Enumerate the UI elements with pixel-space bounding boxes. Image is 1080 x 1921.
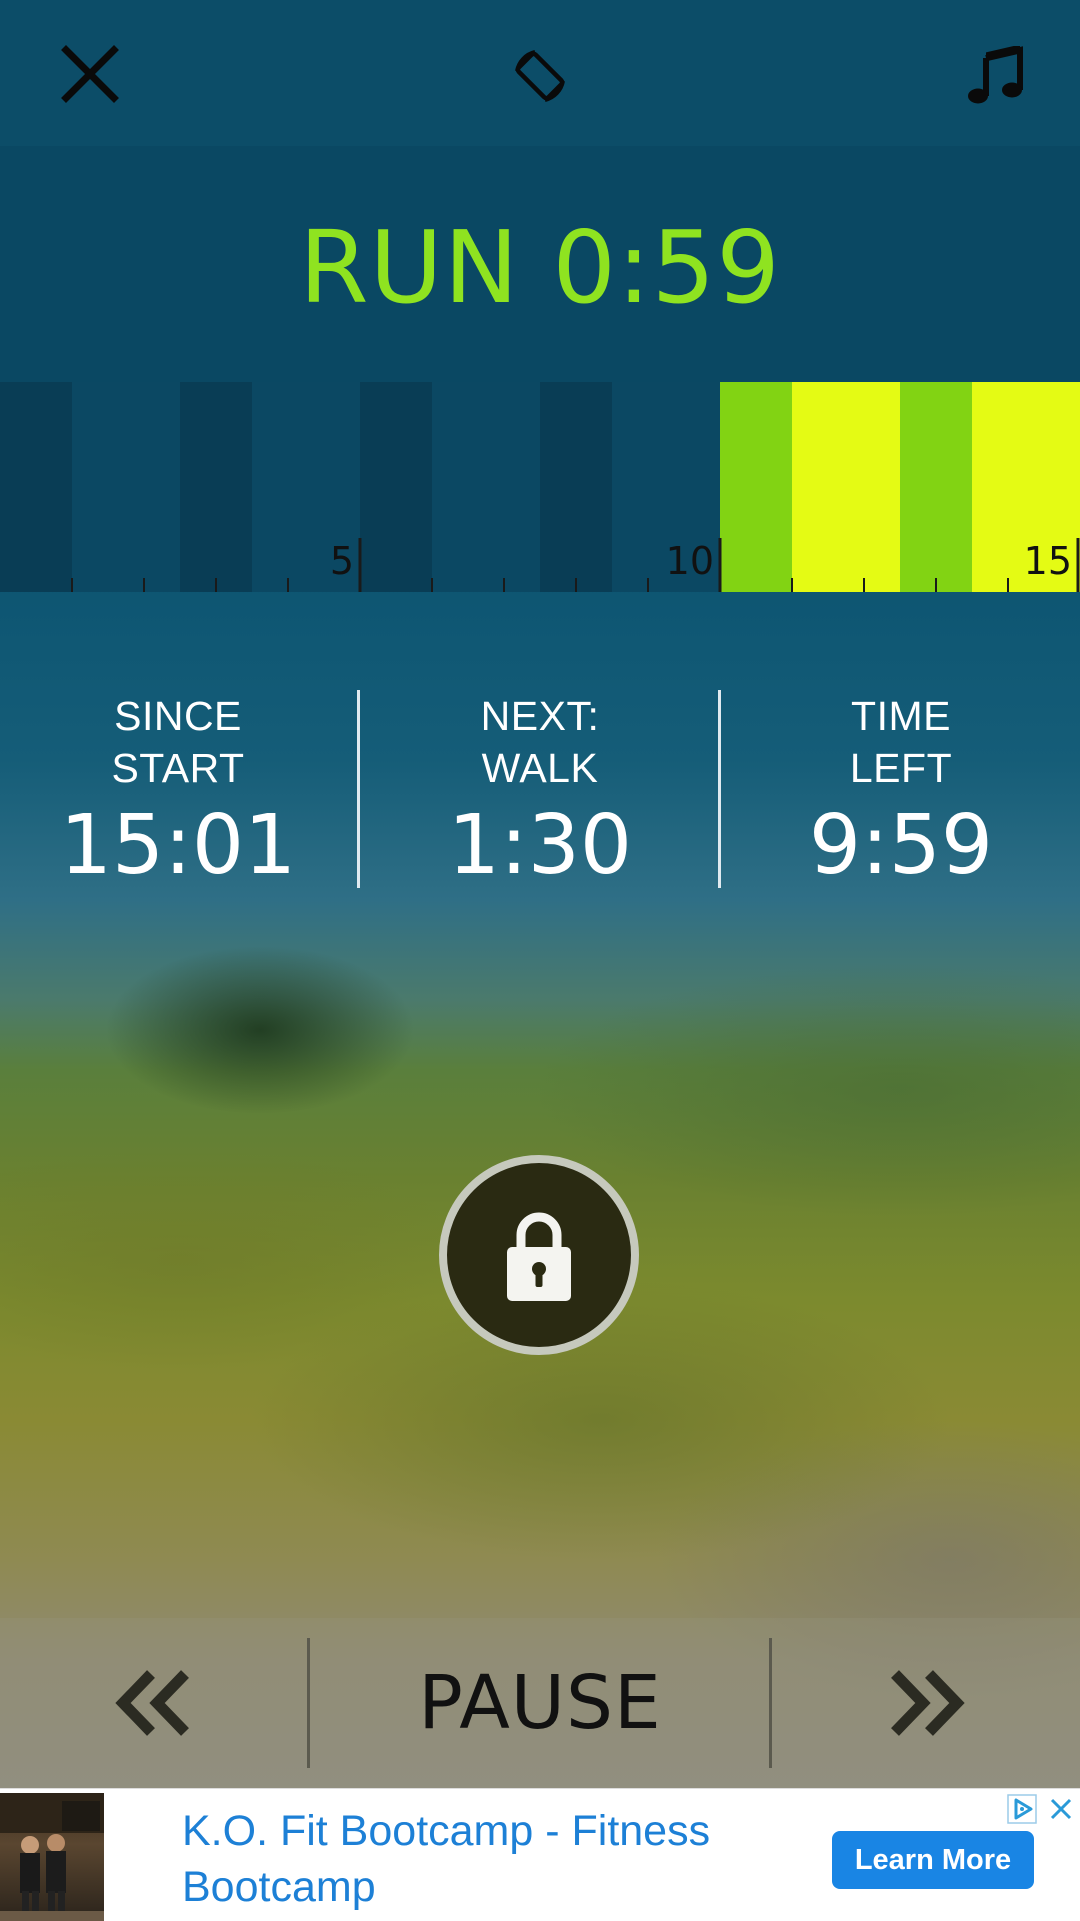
close-icon bbox=[61, 45, 119, 103]
controls-divider bbox=[769, 1638, 772, 1768]
lock-screen-button[interactable] bbox=[439, 1155, 639, 1355]
close-button[interactable] bbox=[48, 32, 132, 116]
timeline-segment bbox=[72, 382, 180, 592]
double-chevron-left-icon bbox=[115, 1670, 189, 1736]
ad-close-button[interactable] bbox=[1044, 1791, 1078, 1827]
top-bar bbox=[0, 0, 1080, 146]
timeline-tick-label: 10 bbox=[666, 539, 714, 583]
previous-interval-button[interactable] bbox=[100, 1658, 210, 1748]
double-chevron-right-icon bbox=[891, 1670, 965, 1736]
timeline-segment bbox=[720, 382, 792, 592]
time-left-label-line1: TIME bbox=[851, 693, 951, 739]
workout-timeline: 5 10 15 bbox=[0, 382, 1080, 592]
lock-icon bbox=[507, 1212, 571, 1301]
ad-banner[interactable]: K.O. Fit Bootcamp - Fitness Bootcamp Lea… bbox=[0, 1788, 1080, 1921]
screen-rotation-icon bbox=[515, 50, 565, 102]
music-button[interactable] bbox=[958, 38, 1034, 114]
timeline-segment bbox=[972, 382, 1080, 592]
time-left-value: 9:59 bbox=[808, 798, 994, 893]
next-label-line2: WALK bbox=[481, 745, 599, 791]
controls-divider bbox=[307, 1638, 310, 1768]
current-interval-title: RUN 0:59 bbox=[299, 208, 781, 326]
stats-divider bbox=[718, 690, 721, 888]
pause-button[interactable]: PAUSE bbox=[418, 1660, 662, 1746]
timeline-segment bbox=[900, 382, 972, 592]
ad-thumbnail-image[interactable] bbox=[0, 1793, 104, 1921]
timeline-segment bbox=[540, 382, 612, 592]
playback-controls: PAUSE bbox=[0, 1618, 1080, 1788]
timeline-segment bbox=[180, 382, 252, 592]
stats-panel: SINCE START 15:01 NEXT: WALK 1:30 TIME L… bbox=[0, 690, 1080, 893]
current-interval-panel: RUN 0:59 bbox=[0, 146, 1080, 382]
timeline-segment bbox=[612, 382, 720, 592]
ad-choices-icon bbox=[1007, 1794, 1037, 1824]
timeline-segment bbox=[792, 382, 900, 592]
timeline-tick-label: 5 bbox=[330, 539, 354, 583]
ad-thumbnail-art bbox=[0, 1793, 104, 1921]
music-note-icon bbox=[968, 46, 1023, 104]
next-label-line1: NEXT: bbox=[480, 693, 600, 739]
time-left-label-line2: LEFT bbox=[849, 745, 953, 791]
close-icon bbox=[1050, 1798, 1072, 1820]
timeline-segment bbox=[432, 382, 540, 592]
timeline-tick-label: 15 bbox=[1024, 539, 1072, 583]
since-start-value: 15:01 bbox=[59, 798, 297, 893]
timeline-segment bbox=[252, 382, 360, 592]
screen-rotation-button[interactable] bbox=[500, 36, 580, 116]
ad-choices-button[interactable] bbox=[1004, 1791, 1040, 1827]
stats-divider bbox=[357, 690, 360, 888]
timeline-segment bbox=[360, 382, 432, 592]
since-start-label-line2: START bbox=[111, 745, 245, 791]
ad-title-link[interactable]: K.O. Fit Bootcamp - Fitness Bootcamp bbox=[182, 1807, 711, 1911]
ad-learn-more-button[interactable]: Learn More bbox=[832, 1831, 1034, 1889]
next-interval-button[interactable] bbox=[870, 1658, 980, 1748]
next-interval-stat: NEXT: WALK 1:30 bbox=[370, 690, 710, 896]
timeline-segment bbox=[0, 382, 72, 592]
next-value: 1:30 bbox=[447, 798, 633, 893]
since-start-label-line1: SINCE bbox=[114, 693, 242, 739]
since-start-stat: SINCE START 15:01 bbox=[8, 690, 348, 896]
time-left-stat: TIME LEFT 9:59 bbox=[731, 690, 1071, 896]
